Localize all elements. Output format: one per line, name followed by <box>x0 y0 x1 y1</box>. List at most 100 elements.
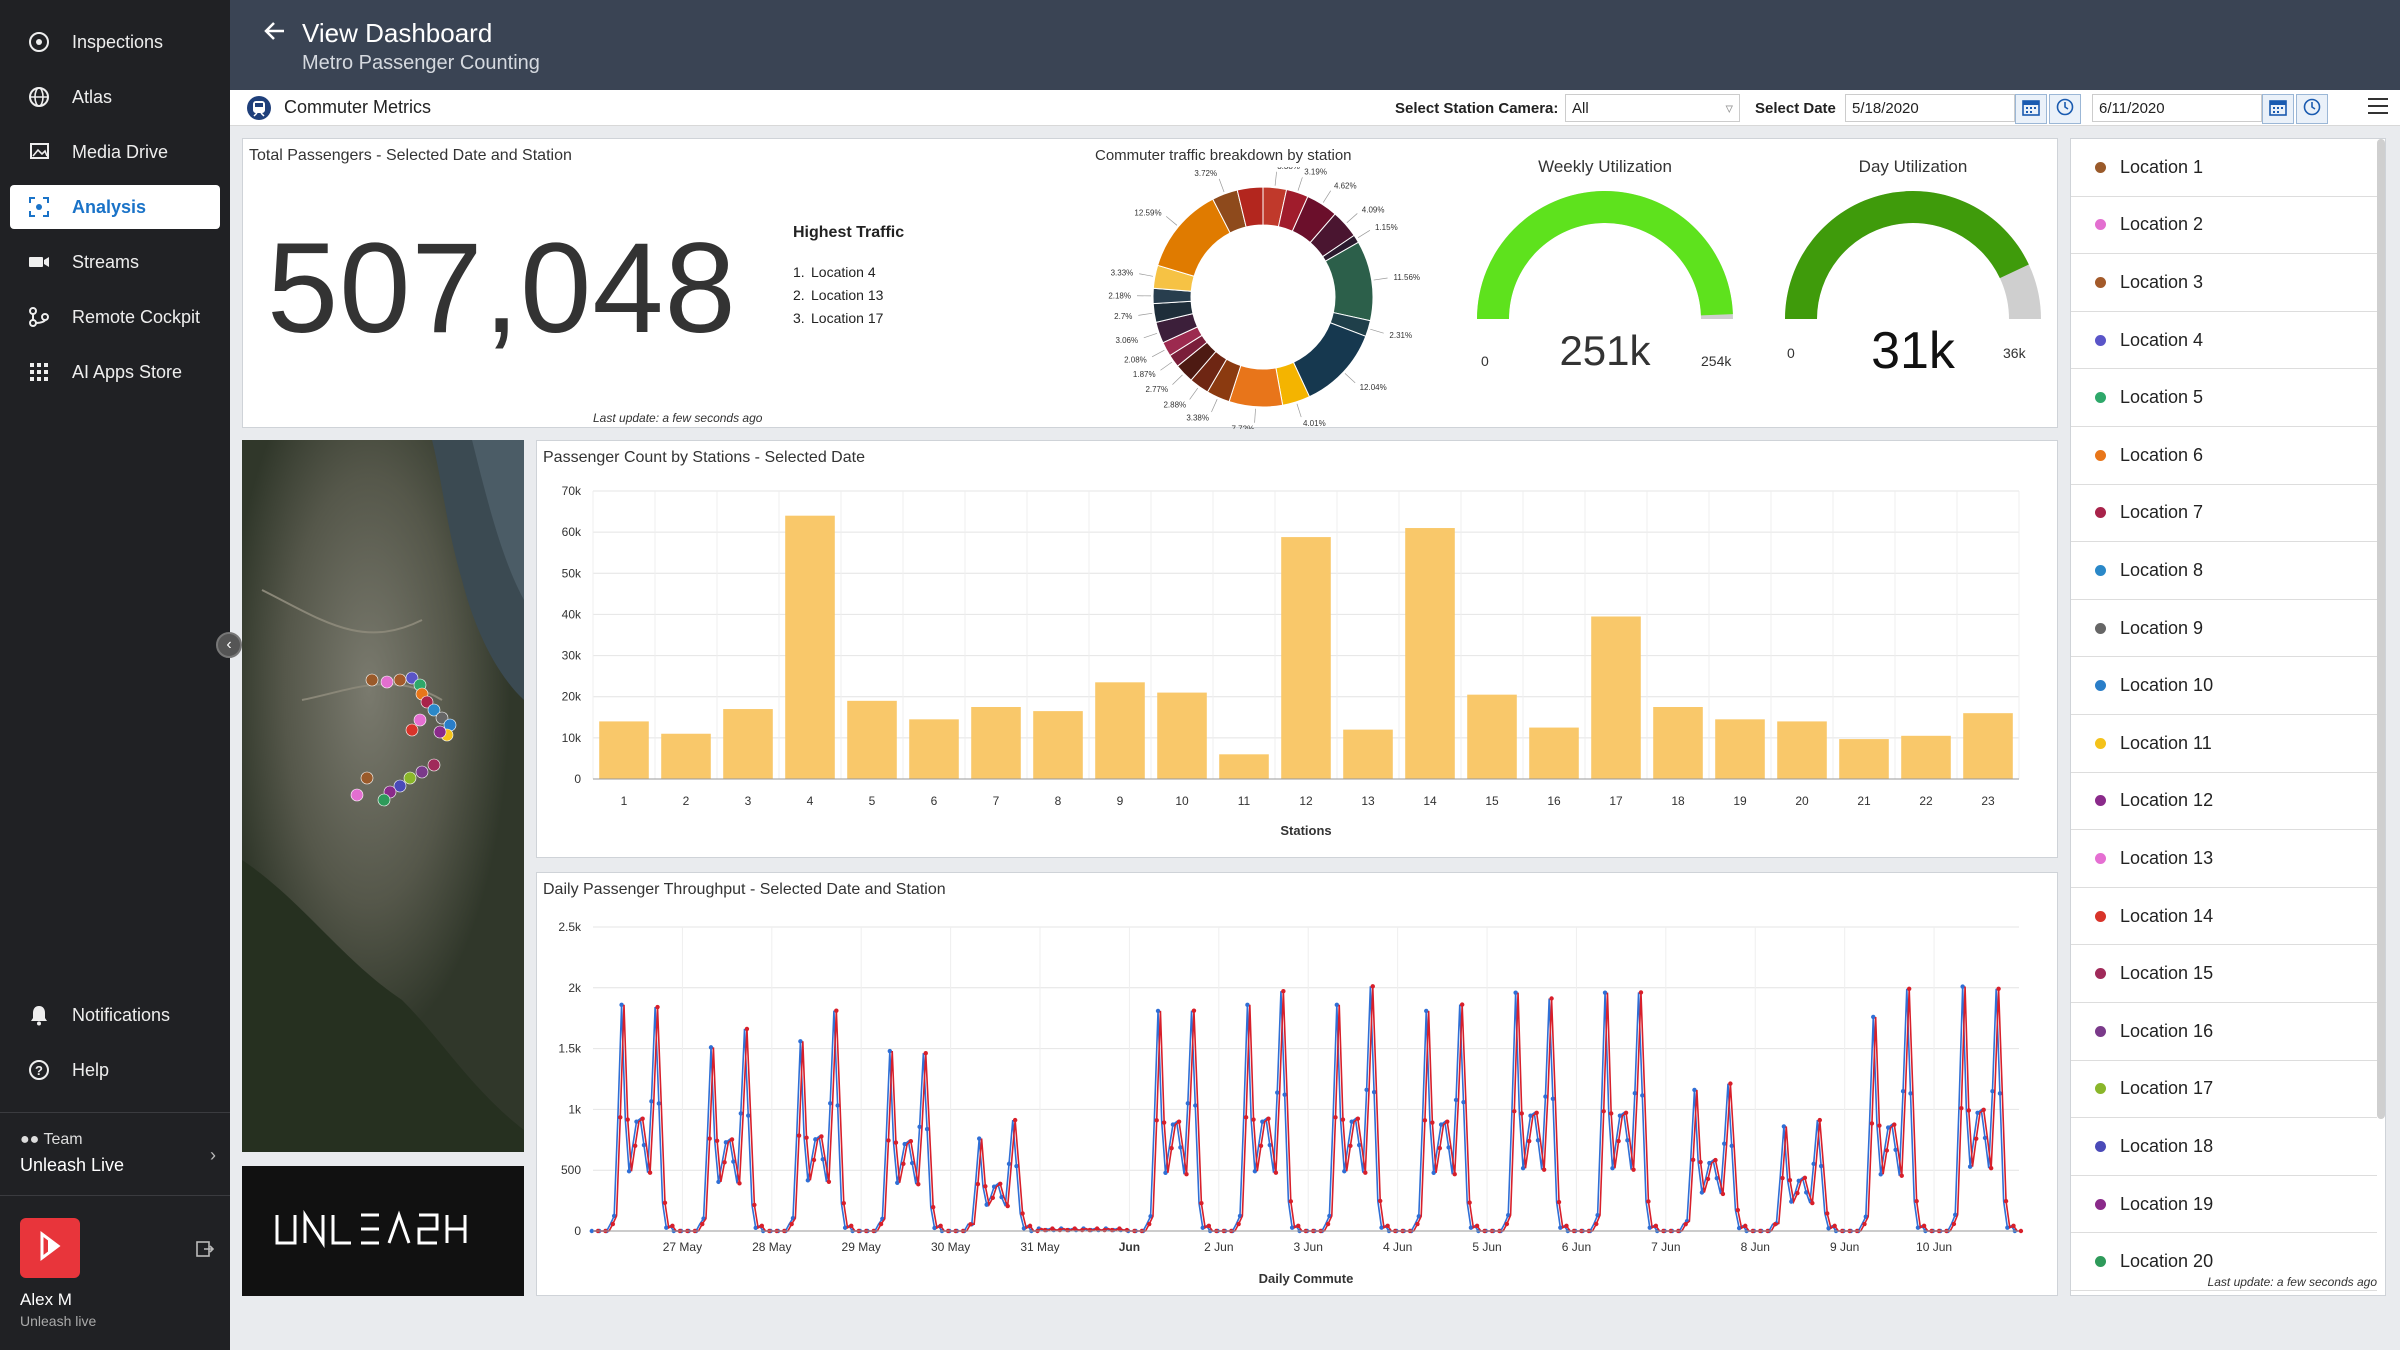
location-legend-item[interactable]: Location 14 <box>2071 888 2377 946</box>
location-legend-item[interactable]: Location 11 <box>2071 715 2377 773</box>
series-point <box>731 1159 736 1164</box>
end-date-input[interactable]: 6/11/2020 <box>2092 94 2262 122</box>
list-item: 1. Location 4 <box>793 264 876 280</box>
location-name: Location 16 <box>2120 1020 2214 1041</box>
team-switcher[interactable]: ●● Team Unleash Live › <box>0 1112 230 1196</box>
series-point <box>1364 1087 1369 1093</box>
nav-inspections[interactable]: Inspections <box>10 20 220 64</box>
legend-dot <box>2095 219 2106 231</box>
series-point <box>1996 986 2001 991</box>
series-point <box>1832 1223 1837 1229</box>
location-legend-item[interactable]: Location 10 <box>2071 657 2377 715</box>
nav-streams[interactable]: Streams <box>10 240 220 284</box>
series-point <box>1371 1089 1377 1095</box>
location-name: Location 18 <box>2120 1135 2214 1156</box>
series-point <box>1199 1200 1204 1206</box>
collapse-toggle[interactable]: ‹ <box>216 632 242 658</box>
series-point <box>1616 1138 1621 1144</box>
x-tick-label: 30 May <box>931 1240 970 1254</box>
location-legend-item[interactable]: Location 19 <box>2071 1176 2377 1234</box>
series-point <box>1169 1145 1174 1151</box>
location-legend-item[interactable]: Location 16 <box>2071 1003 2377 1061</box>
weekly-gauge-value: 251k <box>1559 327 1651 374</box>
series-point <box>1982 1135 1988 1141</box>
location-legend-item[interactable]: Location 3 <box>2071 254 2377 312</box>
donut-slice-label: 12.59% <box>1134 209 1161 218</box>
x-tick-label: 3 <box>745 794 752 808</box>
series-point <box>729 1137 735 1142</box>
end-calendar-button[interactable] <box>2262 94 2294 124</box>
series-point <box>759 1223 765 1229</box>
location-legend-item[interactable]: Location 7 <box>2071 485 2377 543</box>
series-point <box>796 1133 802 1138</box>
location-legend-item[interactable]: Location 1 <box>2071 139 2377 197</box>
day-gauge-max: 36k <box>2003 345 2026 361</box>
location-legend-item[interactable]: Location 12 <box>2071 773 2377 831</box>
location-legend-item[interactable]: Location 17 <box>2071 1061 2377 1119</box>
back-arrow-icon[interactable] <box>262 18 288 49</box>
end-time-button[interactable] <box>2296 94 2328 124</box>
donut-leader-line <box>1165 216 1178 226</box>
location-legend-item[interactable]: Location 4 <box>2071 312 2377 370</box>
map-marker <box>350 788 364 802</box>
series-point <box>990 1195 995 1201</box>
location-legend-item[interactable]: Location 15 <box>2071 945 2377 1003</box>
avatar[interactable] <box>20 1218 80 1278</box>
hamburger-menu-icon[interactable] <box>2366 94 2390 123</box>
series-point <box>1170 1122 1176 1127</box>
donut-leader-line <box>1296 403 1302 418</box>
bar <box>661 733 711 779</box>
bar <box>723 709 773 779</box>
nav-remote-cockpit[interactable]: Remote Cockpit <box>10 295 220 339</box>
series-point <box>1468 1225 1474 1230</box>
camera-select-label: Select Station Camera: <box>1395 100 1559 117</box>
location-legend-item[interactable]: Location 5 <box>2071 369 2377 427</box>
series-point <box>1109 1227 1115 1233</box>
x-tick-label: 15 <box>1485 794 1499 808</box>
day-gauge-value: 31k <box>1871 322 1955 380</box>
location-legend-item[interactable]: Location 20 <box>2071 1233 2377 1291</box>
series-point <box>1951 1221 1957 1227</box>
user-name: Alex M <box>20 1290 72 1309</box>
series-point <box>1185 1101 1191 1106</box>
series-point <box>1720 1191 1726 1197</box>
nav-atlas[interactable]: Atlas <box>10 75 220 119</box>
x-tick-label: 19 <box>1733 794 1747 808</box>
location-legend-item[interactable]: Location 18 <box>2071 1118 2377 1176</box>
location-legend-item[interactable]: Location 6 <box>2071 427 2377 485</box>
x-tick-label: 4 Jun <box>1383 1240 1412 1254</box>
start-calendar-button[interactable] <box>2015 94 2047 124</box>
nav-media-drive[interactable]: Media Drive <box>10 130 220 174</box>
scrollbar[interactable] <box>2377 139 2385 1119</box>
location-legend-item[interactable]: Location 8 <box>2071 542 2377 600</box>
gauge-fill <box>1477 190 1733 319</box>
nav-analysis[interactable]: Analysis <box>10 185 220 229</box>
series-point <box>1021 1226 1027 1231</box>
series-point <box>1705 1176 1711 1182</box>
series-point <box>1632 1091 1638 1096</box>
location-legend-item[interactable]: Location 13 <box>2071 830 2377 888</box>
donut-leader-line <box>1274 171 1277 186</box>
series-point <box>641 1142 647 1148</box>
donut-leader-line <box>1297 177 1303 191</box>
x-tick-label: 22 <box>1919 794 1933 808</box>
legend-dot <box>2095 1256 2106 1268</box>
camera-select[interactable]: All ▿ <box>1565 94 1740 122</box>
location-legend-item[interactable]: Location 2 <box>2071 197 2377 255</box>
nav-help[interactable]: ? Help <box>10 1050 220 1090</box>
series-point <box>1258 1143 1264 1148</box>
series-point <box>1787 1178 1793 1183</box>
satellite-map[interactable] <box>242 440 524 1152</box>
location-legend-item[interactable]: Location 9 <box>2071 600 2377 658</box>
series-point <box>707 1136 712 1141</box>
series-point <box>1020 1211 1025 1216</box>
nav-notifications[interactable]: Notifications <box>10 995 220 1035</box>
nav-ai-apps-store[interactable]: AI Apps Store <box>10 350 220 394</box>
start-time-button[interactable] <box>2049 94 2081 124</box>
bar <box>1157 692 1207 779</box>
logout-icon[interactable] <box>196 1240 215 1263</box>
series-point <box>1789 1199 1794 1204</box>
series-point <box>647 1170 653 1175</box>
legend-dot <box>2095 1198 2106 1210</box>
start-date-input[interactable]: 5/18/2020 <box>1845 94 2015 122</box>
